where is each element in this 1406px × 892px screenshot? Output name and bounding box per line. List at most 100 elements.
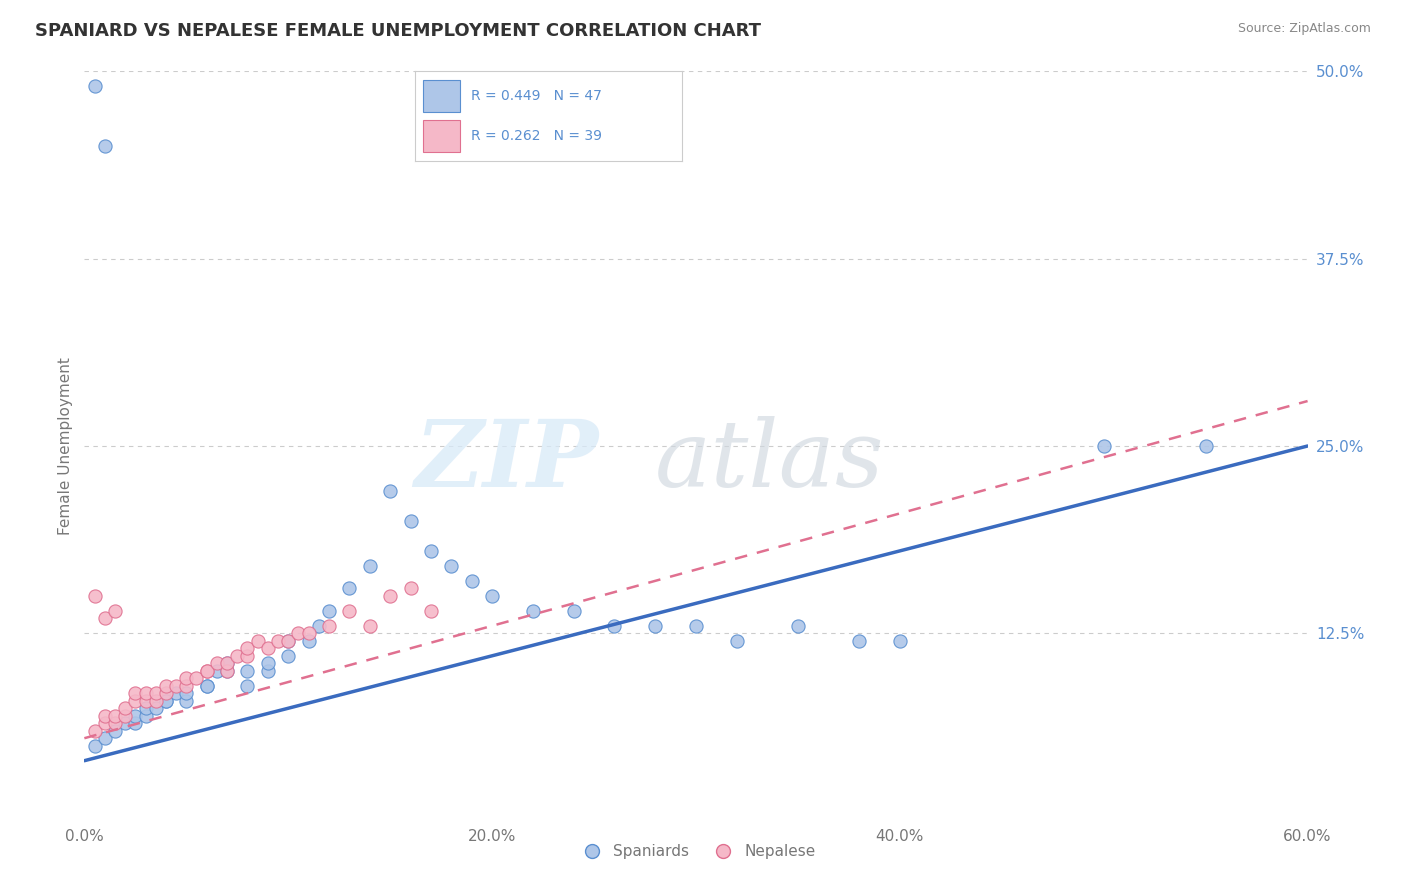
Point xyxy=(725,633,748,648)
Point xyxy=(104,723,127,738)
Point xyxy=(93,731,115,746)
Point xyxy=(135,708,157,723)
Point xyxy=(195,679,218,693)
Point xyxy=(298,626,321,640)
Point xyxy=(83,79,105,94)
Point xyxy=(165,686,187,700)
Point xyxy=(217,664,239,678)
Bar xyxy=(423,80,460,112)
Point xyxy=(399,582,422,596)
Point xyxy=(174,671,197,685)
Point xyxy=(195,679,218,693)
Text: SPANIARD VS NEPALESE FEMALE UNEMPLOYMENT CORRELATION CHART: SPANIARD VS NEPALESE FEMALE UNEMPLOYMENT… xyxy=(35,22,761,40)
Point xyxy=(399,514,422,528)
Legend: Spaniards, Nepalese: Spaniards, Nepalese xyxy=(571,838,821,865)
Text: R = 0.449   N = 47: R = 0.449 N = 47 xyxy=(471,89,602,103)
Point xyxy=(481,589,503,603)
Point xyxy=(236,641,259,656)
Point xyxy=(318,604,340,618)
Point xyxy=(155,679,177,693)
Point xyxy=(124,686,146,700)
Point xyxy=(420,544,443,558)
Y-axis label: Female Unemployment: Female Unemployment xyxy=(58,357,73,535)
Point xyxy=(236,664,259,678)
Point xyxy=(603,619,626,633)
Point xyxy=(145,701,167,715)
Point xyxy=(236,648,259,663)
Point xyxy=(174,694,197,708)
Point xyxy=(236,679,259,693)
Point xyxy=(787,619,810,633)
Point xyxy=(522,604,544,618)
Point xyxy=(217,664,239,678)
Point xyxy=(155,694,177,708)
Point xyxy=(114,716,136,731)
Point xyxy=(83,589,105,603)
Point xyxy=(257,657,280,671)
Point xyxy=(685,619,707,633)
Point xyxy=(114,701,136,715)
Point xyxy=(308,619,330,633)
Point xyxy=(257,664,280,678)
Point xyxy=(195,664,218,678)
Point xyxy=(277,648,299,663)
Point xyxy=(205,664,228,678)
Text: R = 0.262   N = 39: R = 0.262 N = 39 xyxy=(471,129,602,143)
Point xyxy=(135,701,157,715)
Text: atlas: atlas xyxy=(655,416,884,506)
Point xyxy=(93,611,115,625)
Point xyxy=(217,657,239,671)
Point xyxy=(380,483,402,498)
Point xyxy=(889,633,911,648)
Point xyxy=(135,686,157,700)
Point xyxy=(155,686,177,700)
Point xyxy=(359,619,381,633)
Point xyxy=(277,633,299,648)
Point xyxy=(93,708,115,723)
Point xyxy=(186,671,208,685)
Point xyxy=(104,716,127,731)
Point xyxy=(267,633,290,648)
Point xyxy=(461,574,484,588)
Point xyxy=(318,619,340,633)
Point xyxy=(246,633,269,648)
Point xyxy=(174,686,197,700)
Point xyxy=(420,604,443,618)
Point xyxy=(226,648,249,663)
Point xyxy=(124,716,146,731)
Point xyxy=(114,708,136,723)
Text: ZIP: ZIP xyxy=(413,416,598,506)
Point xyxy=(145,686,167,700)
Point xyxy=(440,558,463,573)
Point xyxy=(195,664,218,678)
Point xyxy=(1092,439,1115,453)
Point xyxy=(339,604,361,618)
Point xyxy=(145,694,167,708)
Point xyxy=(174,679,197,693)
Point xyxy=(83,723,105,738)
Bar xyxy=(423,120,460,152)
Point xyxy=(104,708,127,723)
Point xyxy=(124,708,146,723)
Point xyxy=(257,641,280,656)
Point xyxy=(848,633,870,648)
Point xyxy=(287,626,309,640)
Point xyxy=(562,604,585,618)
Point xyxy=(124,694,146,708)
Point xyxy=(205,657,228,671)
Point xyxy=(155,694,177,708)
Point xyxy=(359,558,381,573)
Point xyxy=(298,633,321,648)
Point xyxy=(1195,439,1218,453)
Point xyxy=(135,694,157,708)
Point xyxy=(93,716,115,731)
Point xyxy=(165,679,187,693)
Point xyxy=(339,582,361,596)
Point xyxy=(104,604,127,618)
Point xyxy=(380,589,402,603)
Point xyxy=(277,633,299,648)
Point xyxy=(217,657,239,671)
Point xyxy=(83,739,105,753)
Text: Source: ZipAtlas.com: Source: ZipAtlas.com xyxy=(1237,22,1371,36)
Point xyxy=(644,619,666,633)
